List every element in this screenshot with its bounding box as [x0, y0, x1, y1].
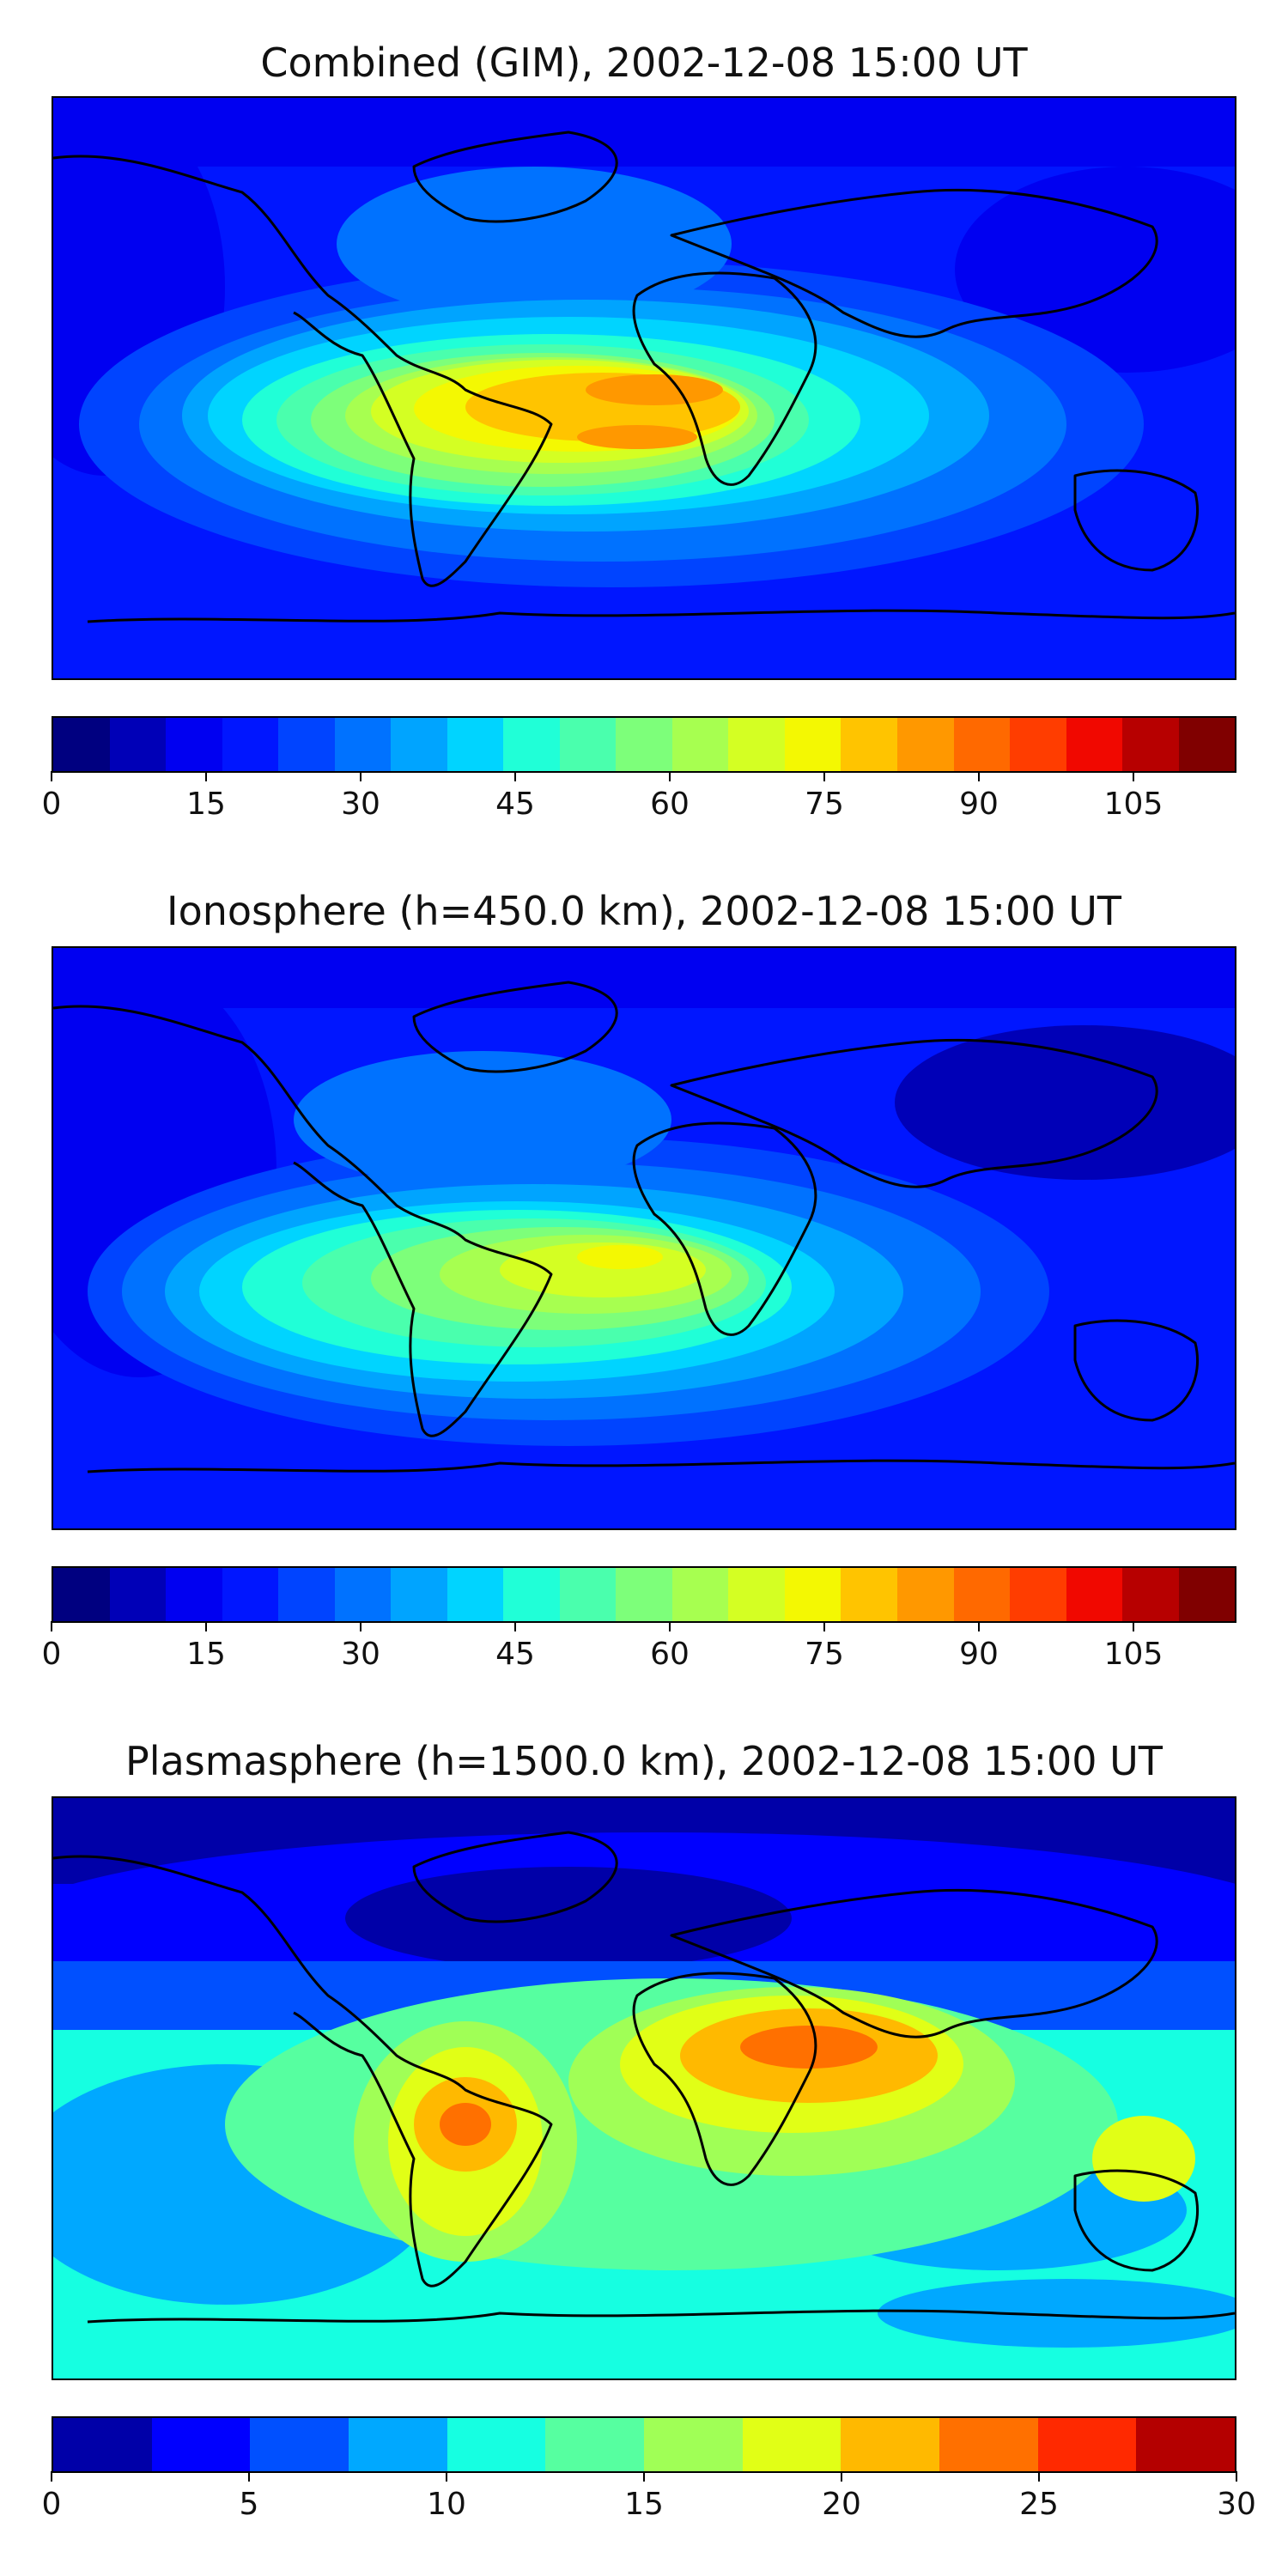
colorbar-tick-label: 0	[41, 1637, 62, 1672]
colorbar-segment	[728, 718, 785, 771]
colorbar-segment	[447, 2418, 546, 2471]
colorbar-segment	[559, 718, 617, 771]
colorbar-segment	[503, 718, 560, 771]
colorbar-tick-label: 30	[341, 787, 380, 822]
colorbar-tick-label: 0	[41, 2487, 62, 2522]
colorbar-segment	[784, 1568, 841, 1621]
colorbar-segment	[953, 718, 1011, 771]
colorbar-segment	[53, 2418, 152, 2471]
panel-title-ionosphere: Ionosphere (h=450.0 km), 2002-12-08 15:0…	[167, 888, 1121, 934]
colorbar-ticks-plasmasphere: 0 5 10 15 20 25 30	[42, 2471, 1256, 2523]
colorbar-segment	[109, 1568, 167, 1621]
colorbar-segment	[953, 1568, 1011, 1621]
map-combined-gim	[52, 96, 1236, 680]
colorbar-segment	[896, 1568, 954, 1621]
colorbar-segment	[334, 1568, 392, 1621]
colorbar-segment	[1136, 2418, 1236, 2471]
tec-map-svg	[53, 948, 1235, 1528]
panel-title-combined: Combined (GIM), 2002-12-08 15:00 UT	[260, 39, 1028, 86]
colorbar-segment	[53, 718, 110, 771]
colorbar-tick-label: 75	[805, 787, 844, 822]
colorbar-segment	[1122, 1568, 1179, 1621]
colorbar-segment	[742, 2418, 841, 2471]
colorbar-tick-label: 105	[1103, 787, 1163, 822]
colorbar-segment	[671, 718, 729, 771]
colorbar-segment	[1037, 2418, 1137, 2471]
colorbar-segment	[841, 1568, 897, 1621]
colorbar-segment	[166, 1568, 222, 1621]
colorbar-segment	[53, 1568, 110, 1621]
colorbar-segment	[784, 718, 841, 771]
colorbar-segment	[278, 1568, 335, 1621]
colorbar-segment	[728, 1568, 785, 1621]
colorbar-tick-label: 60	[650, 1637, 690, 1672]
colorbar-segment	[250, 2418, 349, 2471]
colorbar-segment	[841, 718, 897, 771]
colorbar-segment	[334, 718, 392, 771]
colorbar-tick-label: 45	[495, 787, 535, 822]
colorbar-segment	[222, 1568, 279, 1621]
colorbar-segment	[559, 1568, 617, 1621]
colorbar-tick-label: 30	[341, 1637, 380, 1672]
colorbar-segment	[616, 1568, 672, 1621]
colorbar-tick-label: 5	[239, 2487, 259, 2522]
map-plasmasphere	[52, 1796, 1236, 2380]
tec-map-svg	[53, 98, 1235, 678]
colorbar-segment	[166, 718, 222, 771]
colorbar-segment	[1010, 1568, 1066, 1621]
colorbar-segment	[1066, 1568, 1123, 1621]
colorbar-combined	[52, 716, 1236, 773]
colorbar-segment	[841, 2418, 940, 2471]
colorbar-tick-label: 90	[959, 787, 999, 822]
colorbar-segment	[278, 718, 335, 771]
panel-title-plasmasphere: Plasmasphere (h=1500.0 km), 2002-12-08 1…	[125, 1738, 1163, 1784]
colorbar-ticks-ionosphere: 0 15 30 45 60 75 90 105	[42, 1621, 1236, 1673]
colorbar-segment	[151, 2418, 251, 2471]
colorbar-segment	[1178, 718, 1236, 771]
colorbar-plasmasphere	[52, 2416, 1236, 2473]
colorbar-tick-label: 15	[186, 1637, 226, 1672]
colorbar-tick-label: 20	[822, 2487, 861, 2522]
colorbar-tick-label: 45	[495, 1637, 535, 1672]
colorbar-segment	[447, 718, 504, 771]
map-ionosphere	[52, 946, 1236, 1530]
colorbar-segment	[447, 1568, 504, 1621]
colorbar-ionosphere	[52, 1566, 1236, 1623]
colorbar-segment	[391, 718, 447, 771]
colorbar-tick-label: 10	[427, 2487, 466, 2522]
colorbar-segment	[1178, 1568, 1236, 1621]
colorbar-segment	[616, 718, 672, 771]
colorbar-segment	[222, 718, 279, 771]
colorbar-segment	[545, 2418, 645, 2471]
colorbar-segment	[391, 1568, 447, 1621]
colorbar-tick-label: 25	[1019, 2487, 1059, 2522]
colorbar-tick-label: 75	[805, 1637, 844, 1672]
colorbar-segment	[644, 2418, 743, 2471]
colorbar-segment	[896, 718, 954, 771]
colorbar-tick-label: 0	[41, 787, 62, 822]
colorbar-tick-label: 60	[650, 787, 690, 822]
colorbar-segment	[1066, 718, 1123, 771]
colorbar-segment	[109, 718, 167, 771]
colorbar-segment	[671, 1568, 729, 1621]
colorbar-segment	[1122, 718, 1179, 771]
colorbar-segment	[1010, 718, 1066, 771]
colorbar-tick-label: 90	[959, 1637, 999, 1672]
colorbar-tick-label: 15	[624, 2487, 664, 2522]
colorbar-segment	[503, 1568, 560, 1621]
colorbar-tick-label: 30	[1217, 2487, 1256, 2522]
colorbar-ticks-combined: 0 15 30 45 60 75 90 105	[42, 771, 1236, 823]
colorbar-segment	[349, 2418, 447, 2471]
colorbar-tick-label: 15	[186, 787, 226, 822]
colorbar-segment	[939, 2418, 1038, 2471]
colorbar-tick-label: 105	[1103, 1637, 1163, 1672]
tec-map-svg	[53, 1798, 1235, 2379]
